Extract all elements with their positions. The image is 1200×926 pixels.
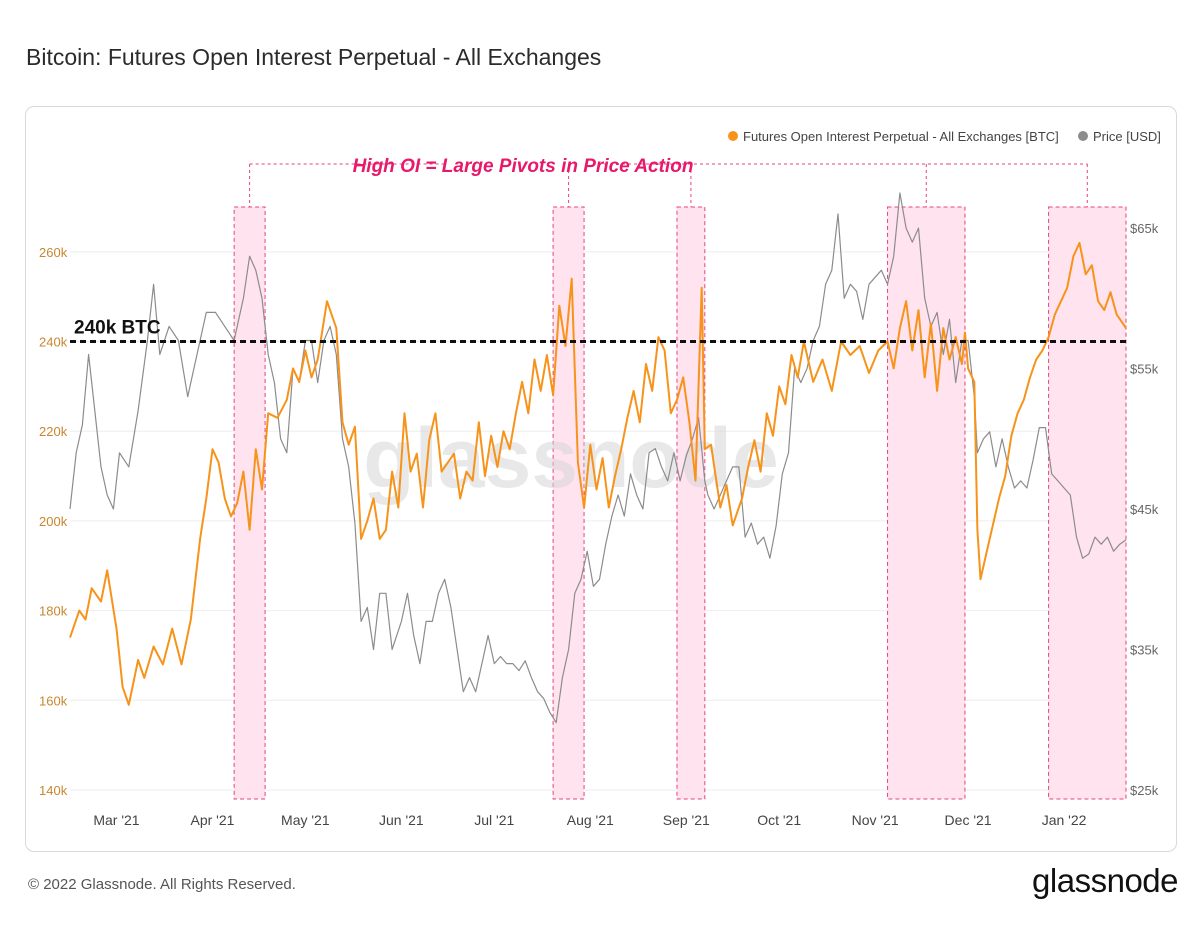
- highlight-period: [233, 206, 266, 800]
- legend-oi-label[interactable]: Futures Open Interest Perpetual - All Ex…: [743, 129, 1059, 144]
- left-tick-label: 260k: [39, 245, 68, 260]
- x-tick-label: Apr '21: [190, 812, 234, 828]
- copyright: © 2022 Glassnode. All Rights Reserved.: [28, 876, 296, 893]
- price-series: [69, 192, 1127, 724]
- chart: glassnode 240k BTC High OI = Large Pivot…: [39, 129, 1161, 828]
- chart-panel: glassnode 240k BTC High OI = Large Pivot…: [25, 106, 1177, 852]
- page-title: Bitcoin: Futures Open Interest Perpetual…: [26, 44, 602, 70]
- price-line: [69, 192, 1127, 724]
- oi-line: [69, 241, 1127, 706]
- right-tick-label: $25k: [1130, 783, 1159, 798]
- left-tick-label: 200k: [39, 514, 68, 529]
- reference-line-label: 240k BTC: [74, 318, 161, 339]
- highlight-period: [1048, 206, 1127, 800]
- annotation-bracket: [249, 163, 1088, 207]
- x-tick-label: Mar '21: [93, 812, 139, 828]
- right-tick-label: $35k: [1130, 643, 1159, 658]
- highlight-period: [887, 206, 966, 800]
- x-tick-label: Jun '21: [379, 812, 424, 828]
- x-tick-label: Jan '22: [1042, 812, 1087, 828]
- x-tick-label: Jul '21: [474, 812, 514, 828]
- legend-oi-dot[interactable]: [728, 131, 738, 141]
- left-tick-label: 220k: [39, 424, 68, 439]
- x-axis: Mar '21 Apr '21 May '21 Jun '21 Jul '21 Aug '…: [93, 812, 1086, 828]
- annotation-text: High OI = Large Pivots in Price Action: [353, 156, 694, 177]
- x-tick-label: Aug '21: [567, 812, 614, 828]
- right-tick-label: $45k: [1130, 502, 1159, 517]
- left-tick-label: 180k: [39, 604, 68, 619]
- legend-price-dot[interactable]: [1078, 131, 1088, 141]
- right-tick-label: $55k: [1130, 362, 1159, 377]
- reference-line-group: 240k BTC: [70, 318, 1126, 344]
- right-tick-label: $65k: [1130, 221, 1159, 236]
- watermark: glassnode: [363, 411, 778, 505]
- x-tick-label: Nov '21: [852, 812, 899, 828]
- legend-price-label[interactable]: Price [USD]: [1093, 129, 1161, 144]
- left-tick-label: 140k: [39, 783, 68, 798]
- left-axis: 140k 160k 180k 200k 220k 240k 260k: [39, 245, 68, 798]
- x-tick-label: May '21: [281, 812, 330, 828]
- legend[interactable]: Futures Open Interest Perpetual - All Ex…: [728, 129, 1161, 144]
- right-axis: $25k $35k $45k $55k $65k: [1130, 221, 1159, 798]
- left-tick-label: 240k: [39, 335, 68, 350]
- left-tick-label: 160k: [39, 693, 68, 708]
- brand-logo: glassnode: [1032, 862, 1178, 899]
- oi-series: [69, 241, 1127, 706]
- x-tick-label: Dec '21: [945, 812, 992, 828]
- x-tick-label: Oct '21: [757, 812, 801, 828]
- highlight-periods: [233, 206, 1127, 800]
- x-tick-label: Sep '21: [663, 812, 710, 828]
